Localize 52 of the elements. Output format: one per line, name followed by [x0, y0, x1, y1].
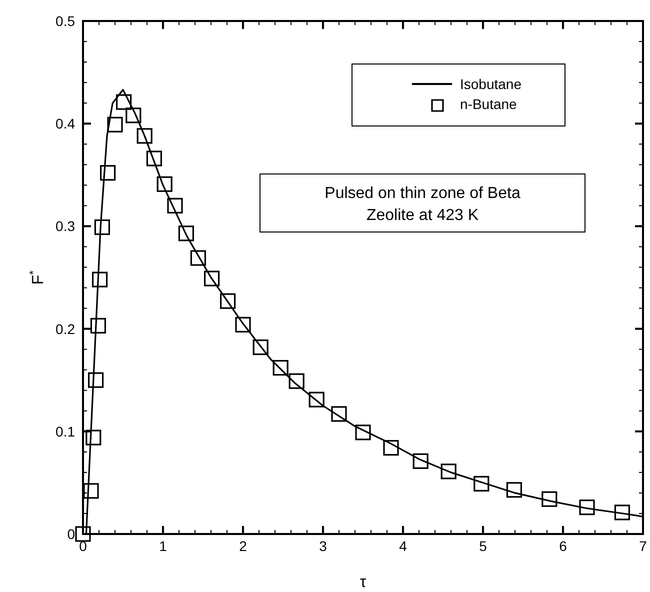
y-tick-label: 0.5: [56, 13, 76, 29]
point: [178, 226, 194, 242]
point: [235, 316, 251, 332]
legend-label: n-Butane: [460, 96, 518, 112]
point: [252, 339, 268, 356]
point: [83, 483, 99, 499]
point: [542, 491, 558, 507]
x-tick-label: 6: [559, 538, 568, 554]
point: [94, 219, 110, 236]
x-tick-label: 1: [159, 538, 168, 554]
point: [156, 176, 172, 192]
point: [272, 360, 288, 376]
point: [88, 372, 104, 388]
point: [190, 250, 206, 266]
point: [220, 293, 236, 309]
point: [614, 504, 630, 520]
point: [90, 318, 106, 334]
y-tick-label: 0.4: [56, 116, 76, 132]
point: [75, 526, 91, 542]
point: [440, 464, 456, 480]
annotation: Pulsed on thin zone of Beta Zeolite at 423 K: [324, 185, 520, 224]
x-tick-label: 5: [479, 538, 488, 554]
point: [308, 392, 324, 408]
point: [107, 116, 123, 132]
point: [167, 198, 183, 214]
legend-label: Isobutane: [460, 76, 522, 92]
y-tick-label: 0: [67, 526, 76, 542]
y-tick-label: 0.1: [56, 423, 76, 440]
x-tick-label: 2: [239, 538, 248, 554]
point: [288, 373, 304, 389]
x-tick-label: 3: [319, 538, 328, 554]
point: [474, 476, 490, 492]
point: [355, 424, 371, 440]
point: [116, 94, 132, 110]
point: [383, 440, 399, 456]
point: [506, 482, 522, 498]
point: [204, 270, 220, 286]
point: [100, 165, 116, 181]
point: [92, 272, 108, 288]
y-tick-label: 0.3: [56, 218, 76, 234]
x-axis-title: τ: [360, 574, 367, 591]
point: [136, 128, 152, 144]
x-tick-label: 0: [79, 538, 88, 554]
point: [331, 406, 347, 422]
x-tick-label: 4: [399, 538, 408, 554]
point: [146, 150, 162, 166]
point: [126, 108, 142, 124]
y-tick-label: 0.2: [56, 320, 76, 337]
x-tick-label: 7: [639, 538, 648, 554]
point: [579, 500, 595, 516]
point: [412, 453, 428, 469]
point: [86, 430, 102, 446]
